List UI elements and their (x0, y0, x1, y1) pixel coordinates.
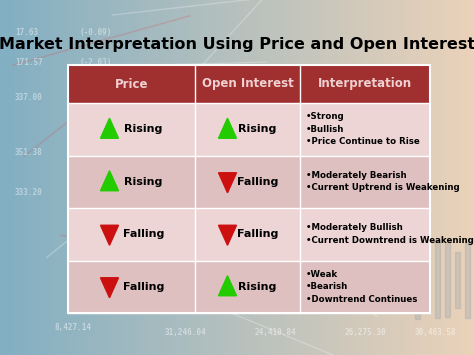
Text: Interpretation: Interpretation (318, 77, 412, 91)
Text: 60.44: 60.44 (245, 183, 268, 192)
Bar (385, 255, 390, 306)
Bar (355, 262, 360, 298)
Text: (137.22): (137.22) (80, 93, 117, 102)
Bar (68, 103, 430, 155)
Text: 351.38: 351.38 (15, 148, 43, 157)
Bar (68, 155, 430, 208)
Text: 333.20: 333.20 (15, 188, 43, 197)
Text: (-2.03): (-2.03) (80, 58, 112, 67)
Text: 31,246.04: 31,246.04 (165, 328, 207, 337)
Text: Falling: Falling (237, 229, 278, 239)
Text: Price: Price (115, 77, 148, 91)
Text: •Moderately Bullish
•Current Downtrend is Weakening: •Moderately Bullish •Current Downtrend i… (306, 224, 474, 245)
Text: Falling: Falling (237, 177, 278, 187)
Bar (395, 253, 400, 306)
Polygon shape (100, 225, 118, 245)
Text: Rising: Rising (124, 177, 163, 187)
Polygon shape (100, 118, 118, 138)
Text: Rising: Rising (238, 282, 277, 292)
Bar (195, 65, 300, 103)
Bar (445, 243, 450, 317)
Text: 337.00: 337.00 (15, 93, 43, 102)
Text: Rising: Rising (238, 124, 277, 134)
Text: 342.71: 342.71 (85, 183, 113, 192)
Text: Rising: Rising (124, 124, 163, 134)
Text: (-0.09): (-0.09) (80, 28, 112, 37)
Text: Falling: Falling (123, 282, 164, 292)
Polygon shape (100, 278, 118, 298)
Text: 30,463.58: 30,463.58 (415, 328, 456, 337)
Text: 17.63: 17.63 (15, 28, 38, 37)
Bar (405, 264, 410, 296)
Polygon shape (100, 171, 118, 191)
Bar (365, 250, 370, 310)
Bar (415, 241, 420, 319)
Bar (68, 261, 430, 313)
Text: Market Interpretation Using Price and Open Interest: Market Interpretation Using Price and Op… (0, 38, 474, 53)
Text: 8,427.14: 8,427.14 (55, 323, 92, 332)
Bar (68, 65, 195, 103)
Polygon shape (219, 173, 237, 193)
Text: 60.38: 60.38 (315, 183, 338, 192)
Polygon shape (219, 118, 237, 138)
Bar (375, 261, 380, 299)
Bar (425, 247, 430, 313)
Bar (465, 242, 470, 318)
Text: 24,410.84: 24,410.84 (255, 328, 297, 337)
Text: •Weak
•Bearish
•Downtrend Continues: •Weak •Bearish •Downtrend Continues (306, 270, 418, 304)
Text: •Moderately Bearish
•Current Uptrend is Weakening: •Moderately Bearish •Current Uptrend is … (306, 171, 460, 192)
Bar (435, 242, 440, 318)
Text: Falling: Falling (123, 229, 164, 239)
Text: Open Interest: Open Interest (201, 77, 293, 91)
Text: 137.04: 137.04 (165, 183, 193, 192)
Bar (68, 65, 430, 313)
Polygon shape (219, 276, 237, 296)
Bar (300, 65, 430, 103)
Polygon shape (219, 225, 237, 245)
Bar (455, 252, 460, 308)
Text: •Strong
•Bullish
•Price Continue to Rise: •Strong •Bullish •Price Continue to Rise (306, 112, 420, 146)
Bar (68, 208, 430, 261)
Text: 26,275.30: 26,275.30 (345, 328, 387, 337)
Text: 171.57: 171.57 (15, 58, 43, 67)
